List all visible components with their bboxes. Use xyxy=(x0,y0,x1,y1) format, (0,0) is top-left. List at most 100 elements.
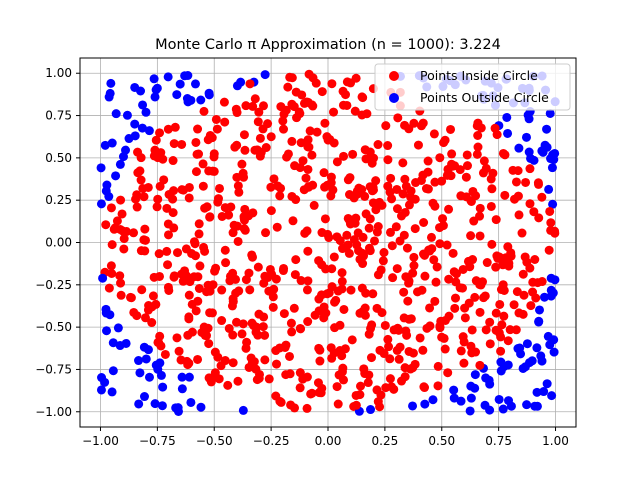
y-tick-label: 0.50 xyxy=(45,151,72,165)
point-inside xyxy=(286,318,296,328)
point-inside xyxy=(170,122,180,132)
point-inside xyxy=(496,346,506,356)
point-inside xyxy=(356,381,366,391)
point-inside xyxy=(337,276,347,286)
point-outside xyxy=(537,146,547,156)
point-inside xyxy=(518,269,528,279)
point-inside xyxy=(460,303,470,313)
point-inside xyxy=(497,320,507,330)
point-inside xyxy=(476,280,486,290)
point-outside xyxy=(515,343,525,353)
point-outside xyxy=(139,342,149,352)
point-inside xyxy=(199,242,209,252)
point-inside xyxy=(456,191,466,201)
point-inside xyxy=(461,172,471,182)
point-inside xyxy=(304,69,314,79)
point-inside xyxy=(228,294,238,304)
point-outside xyxy=(494,394,504,404)
point-inside xyxy=(309,200,319,210)
point-inside xyxy=(475,360,485,370)
point-inside xyxy=(395,342,405,352)
point-inside xyxy=(348,149,358,159)
point-inside xyxy=(472,149,482,159)
point-inside xyxy=(200,331,210,340)
point-inside xyxy=(432,262,442,272)
point-inside xyxy=(303,317,313,327)
point-inside xyxy=(546,218,556,228)
point-inside xyxy=(306,389,316,399)
point-inside xyxy=(119,244,129,254)
point-inside xyxy=(305,126,315,136)
point-outside xyxy=(408,401,418,411)
point-inside xyxy=(184,314,194,324)
point-inside xyxy=(275,191,285,201)
point-outside xyxy=(177,384,187,394)
point-inside xyxy=(365,246,375,256)
point-inside xyxy=(279,124,289,134)
point-inside xyxy=(371,176,381,186)
point-inside xyxy=(317,260,327,270)
point-inside xyxy=(136,175,146,185)
point-inside xyxy=(223,380,233,390)
y-tick-label: −0.25 xyxy=(35,278,72,292)
point-inside xyxy=(334,370,344,380)
point-outside xyxy=(449,385,459,395)
point-inside xyxy=(331,295,341,305)
point-outside xyxy=(137,123,147,133)
y-tick-label: 0.75 xyxy=(45,109,72,123)
point-inside xyxy=(385,227,395,237)
point-inside xyxy=(380,320,390,330)
point-inside xyxy=(440,135,450,145)
point-inside xyxy=(244,362,254,372)
point-outside xyxy=(98,273,108,283)
point-inside xyxy=(143,182,153,192)
point-inside xyxy=(435,323,445,333)
point-inside xyxy=(199,106,209,116)
point-inside xyxy=(364,329,374,339)
point-inside xyxy=(259,278,269,288)
point-outside xyxy=(530,401,540,411)
point-inside xyxy=(425,303,435,313)
legend: Points Inside Circle Points Outside Circ… xyxy=(374,63,571,111)
point-inside xyxy=(347,335,357,345)
point-inside xyxy=(404,278,414,288)
point-inside xyxy=(193,354,203,364)
point-inside xyxy=(169,139,179,149)
point-inside xyxy=(479,156,489,166)
point-inside xyxy=(193,124,203,134)
point-inside xyxy=(486,201,496,211)
point-outside xyxy=(135,368,145,378)
point-inside xyxy=(467,325,477,335)
point-inside xyxy=(357,283,367,293)
point-outside xyxy=(532,343,542,353)
point-inside xyxy=(475,211,485,221)
point-inside xyxy=(415,333,425,343)
point-inside xyxy=(376,265,386,275)
point-inside xyxy=(255,133,265,143)
point-inside xyxy=(423,167,433,177)
point-inside xyxy=(160,349,170,359)
point-inside xyxy=(399,287,409,297)
point-inside xyxy=(423,184,433,194)
point-inside xyxy=(162,246,172,256)
point-inside xyxy=(514,308,524,318)
point-inside xyxy=(419,218,429,227)
point-inside xyxy=(281,105,291,115)
point-inside xyxy=(269,174,279,184)
point-inside xyxy=(379,349,389,359)
point-outside xyxy=(548,199,558,209)
point-inside xyxy=(314,388,324,398)
point-inside xyxy=(302,403,312,413)
point-inside xyxy=(287,99,297,109)
point-outside xyxy=(108,366,118,376)
point-inside xyxy=(391,222,401,232)
x-tick-label: −0.75 xyxy=(139,434,176,448)
point-inside xyxy=(220,117,230,127)
x-tick-label: 0.75 xyxy=(485,434,512,448)
point-inside xyxy=(116,278,126,288)
point-outside xyxy=(122,110,132,120)
point-inside xyxy=(250,94,260,104)
point-inside xyxy=(101,220,111,230)
point-inside xyxy=(155,128,165,138)
